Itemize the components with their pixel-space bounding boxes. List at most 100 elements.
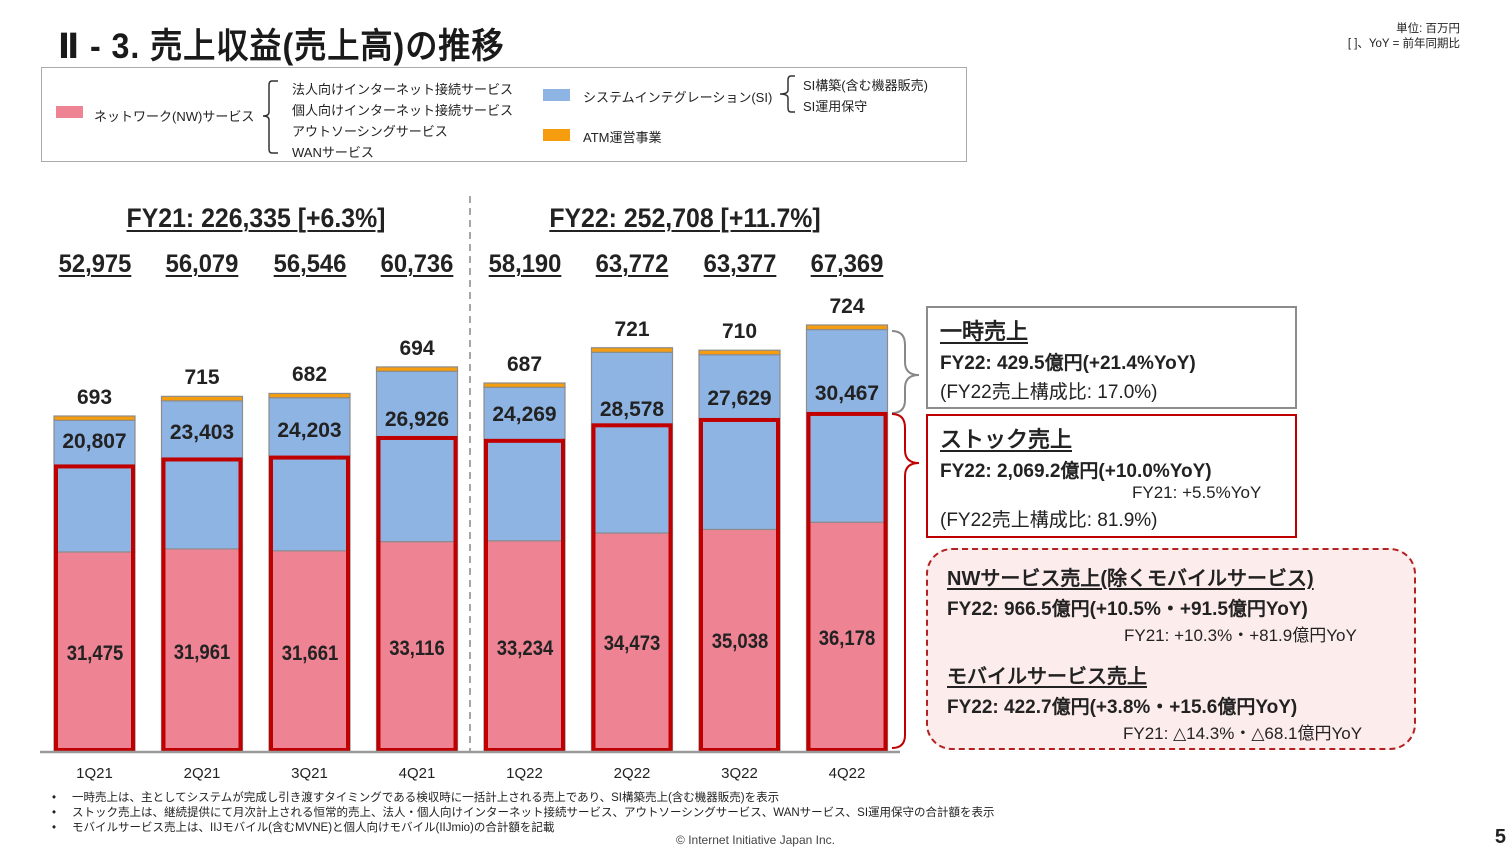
atm-segment: [375, 366, 459, 372]
unit-label: 単位: 百万円: [1396, 23, 1460, 35]
si-sub-item: SI運用保守: [803, 99, 868, 114]
si-value-label: 24,269: [492, 403, 557, 426]
si-value-label: 20,807: [62, 430, 127, 453]
copyright: © Internet Initiative Japan Inc.: [676, 833, 835, 847]
atm-segment: [483, 382, 566, 388]
atm-segment: [160, 395, 244, 402]
stock-fy22-line: FY22: 2,069.2億円(+10.0%YoY): [940, 461, 1212, 482]
atm-segment: [268, 392, 351, 399]
quarter-total-label: 52,975: [58, 250, 131, 278]
stock-revenue-outline: [484, 438, 565, 752]
stock-revenue-outline: [376, 435, 458, 752]
si-segment: [483, 386, 566, 542]
nw-legend-swatch: [56, 106, 83, 118]
footnote: • モバイルサービス売上は、IIJモバイル(含むMVNE)と個人向けモバイル(II…: [52, 822, 555, 834]
si-legend-swatch: [543, 89, 570, 101]
nw-value-label: 34,473: [603, 632, 661, 655]
si-value-label: 24,203: [277, 419, 342, 442]
yoy-legend-label: [ ]、YoY = 前年同期比: [1347, 38, 1460, 50]
si-value-label: 30,467: [814, 382, 880, 405]
nw-brace-icon: [262, 80, 278, 154]
stock-fy21-line: FY21: +5.5%YoY: [1132, 483, 1262, 502]
nw-sub-item: WANサービス: [292, 145, 374, 160]
si-segment: [160, 400, 244, 550]
nw-sub-item: アウトソーシングサービス: [292, 124, 448, 139]
stock-brace-icon: [891, 413, 920, 749]
nw-value-label: 31,475: [66, 642, 123, 665]
page-title: Ⅱ - 3. 売上収益(売上高)の推移: [58, 27, 505, 66]
onetime-heading: 一時売上: [940, 319, 1029, 344]
page-number: 5: [1494, 826, 1506, 848]
footnote: • 一時売上は、主としてシステムが完成し引き渡すタイミングである検収時に一括計上さ…: [52, 792, 780, 804]
si-segment: [268, 397, 351, 552]
stock-revenue-outline: [161, 457, 243, 752]
fy21-total-label: FY21: 226,335 [+6.3%]: [126, 203, 386, 233]
footnote: • ストック売上は、継続提供にて月次計上される恒常的売上、法人・個人向けインターネ…: [52, 807, 995, 819]
x-axis-tick-label: 1Q21: [76, 765, 113, 782]
quarter-total-label: 63,377: [703, 250, 776, 278]
atm-legend-swatch: [543, 129, 570, 141]
atm-segment: [805, 324, 889, 331]
atm-segment: [53, 415, 136, 421]
quarter-total-label: 67,369: [810, 250, 884, 278]
x-axis-tick-label: 1Q22: [506, 765, 543, 782]
atm-value-label: 694: [399, 336, 435, 360]
service-revenue-callout: NWサービス売上(除くモバイルサービス) FY22: 966.5億円(+10.5…: [926, 548, 1416, 750]
nw-segment: [375, 540, 459, 752]
quarter-total-label: 58,190: [488, 250, 561, 278]
x-axis-tick-label: 3Q21: [291, 765, 328, 782]
nw-value-label: 36,178: [818, 627, 876, 650]
stock-revenue-outline: [269, 455, 350, 752]
nw-value-label: 33,116: [389, 637, 445, 660]
atm-value-label: 682: [291, 363, 328, 387]
nw-sub-item: 法人向けインターネット接続サービス: [292, 82, 514, 97]
si-value-label: 27,629: [707, 387, 772, 410]
si-legend-label: システムインテグレーション(SI): [583, 90, 773, 105]
atm-value-label: 693: [76, 386, 113, 409]
si-segment: [590, 351, 674, 534]
atm-value-label: 710: [721, 320, 758, 344]
stock-revenue-outline: [54, 464, 135, 752]
fy22-total-label: FY22: 252,708 [+11.7%]: [549, 203, 821, 233]
chart-legend: ネットワーク(NW)サービス 法人向けインターネット接続サービス 個人向けインタ…: [41, 67, 967, 162]
stock-revenue-callout: ストック売上 FY22: 2,069.2億円(+10.0%YoY) FY21: …: [926, 414, 1297, 538]
onetime-fy22-line: FY22: 429.5億円(+21.4%YoY): [940, 353, 1196, 374]
nw-segment: [805, 521, 889, 752]
stock-revenue-outline: [806, 411, 888, 752]
onetime-ratio-line: (FY22売上構成比: 17.0%): [940, 382, 1158, 403]
nw-service-fy21-line: FY21: +10.3%・+81.9億円YoY: [1124, 626, 1357, 645]
nw-sub-item: 個人向けインターネット接続サービス: [292, 103, 514, 118]
stock-heading: ストック売上: [940, 427, 1073, 452]
x-axis-tick-label: 4Q22: [828, 765, 866, 782]
stock-revenue-outline: [699, 417, 780, 752]
x-axis-tick-label: 4Q21: [398, 765, 436, 782]
nw-value-label: 31,661: [281, 642, 338, 665]
si-segment: [805, 328, 889, 523]
atm-value-label: 715: [184, 366, 220, 390]
si-brace-icon: [779, 75, 795, 113]
quarter-total-label: 63,772: [595, 250, 669, 278]
atm-value-label: 724: [829, 294, 865, 318]
mobile-service-fy22-line: FY22: 422.7億円(+3.8%・+15.6億円YoY): [947, 697, 1298, 718]
stock-ratio-line: (FY22売上構成比: 81.9%): [940, 510, 1158, 531]
x-axis-tick-label: 2Q21: [183, 765, 221, 782]
onetime-revenue-callout: 一時売上 FY22: 429.5億円(+21.4%YoY) (FY22売上構成比…: [926, 306, 1297, 409]
si-segment: [375, 370, 459, 543]
nw-value-label: 31,961: [173, 641, 231, 664]
si-segment: [53, 419, 136, 553]
si-sub-item: SI構築(含む機器販売): [803, 78, 928, 93]
atm-segment: [590, 347, 674, 353]
quarter-total-label: 56,546: [273, 250, 346, 278]
nw-value-label: 33,234: [496, 637, 553, 660]
nw-segment: [53, 551, 136, 752]
nw-legend-label: ネットワーク(NW)サービス: [94, 109, 255, 124]
onetime-brace-icon: [891, 330, 920, 414]
atm-value-label: 687: [506, 353, 543, 377]
atm-value-label: 721: [614, 317, 650, 341]
quarter-total-label: 56,079: [165, 250, 239, 278]
nw-segment: [590, 532, 674, 752]
stock-revenue-outline: [591, 423, 673, 752]
atm-legend-label: ATM運営事業: [583, 130, 662, 145]
si-value-label: 28,578: [599, 398, 665, 421]
